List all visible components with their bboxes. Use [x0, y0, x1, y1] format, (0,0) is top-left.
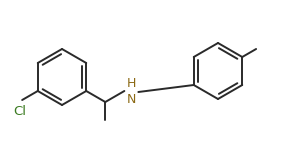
Text: Cl: Cl: [14, 105, 27, 118]
Text: H: H: [126, 77, 136, 90]
Text: N: N: [126, 93, 136, 106]
